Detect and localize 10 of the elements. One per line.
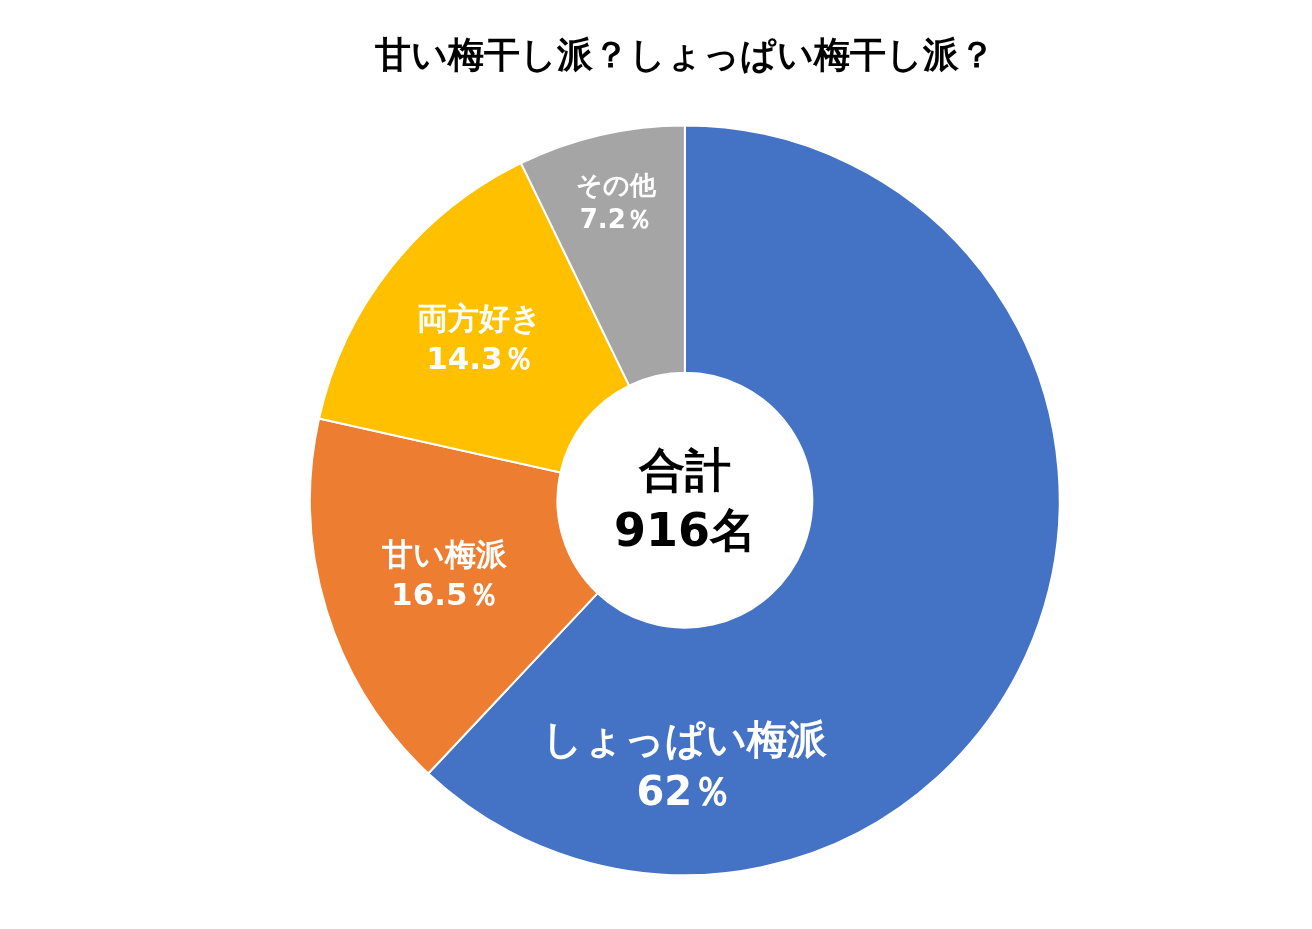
data-label: 16.5％ xyxy=(391,576,499,613)
slice-label: 両方好き xyxy=(417,299,543,336)
data-label: 62％ xyxy=(636,768,733,815)
slice-label: しょっぱい梅派 xyxy=(541,716,828,763)
data-label: 14.3％ xyxy=(426,340,534,377)
slice-label: その他 xyxy=(575,169,657,200)
chart-title: 甘い梅干し派？しょっぱい梅干し派？ xyxy=(374,34,995,75)
data-label: 7.2％ xyxy=(579,203,652,234)
text: 合計 916名 xyxy=(614,443,757,557)
slice-label: 甘い梅派 xyxy=(381,535,509,572)
